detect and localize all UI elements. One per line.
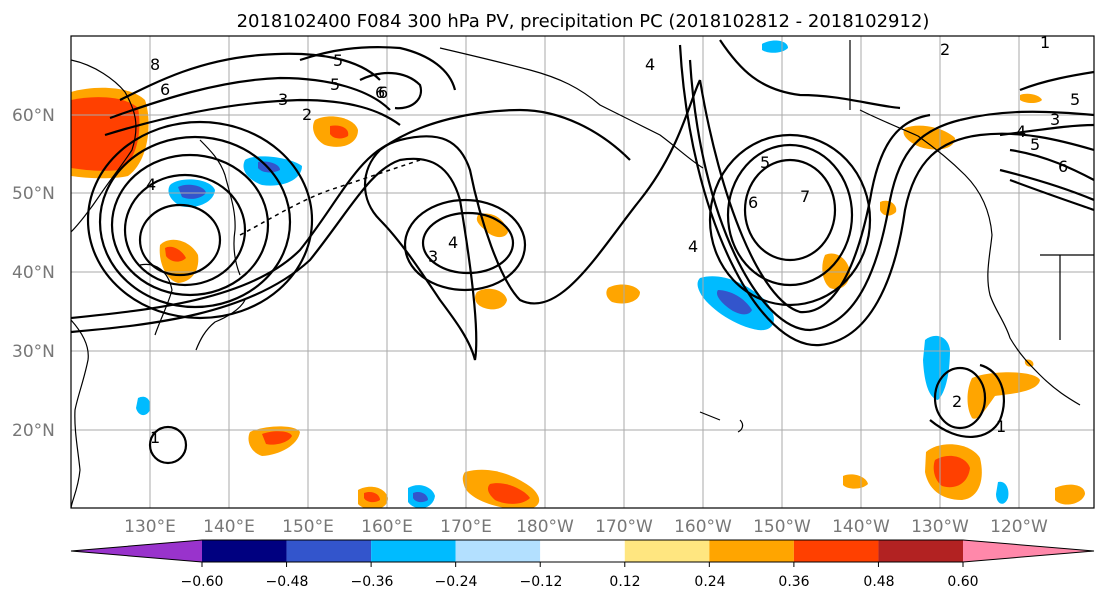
svg-text:130°E: 130°E (124, 517, 176, 537)
svg-text:1: 1 (150, 428, 160, 447)
svg-text:1: 1 (1040, 33, 1050, 52)
svg-text:4: 4 (448, 233, 458, 252)
svg-text:170°E: 170°E (440, 517, 492, 537)
svg-text:7: 7 (800, 187, 810, 206)
latitude-labels: 60°N 50°N 40°N 30°N 20°N (12, 106, 55, 441)
svg-text:6: 6 (375, 83, 385, 102)
colorbar-swatch (286, 540, 372, 562)
svg-text:2: 2 (940, 40, 950, 59)
colorbar-tick-labels: −0.60 −0.48 −0.36 −0.24 −0.12 0.12 0.24 … (181, 574, 979, 590)
colorbar-swatch (793, 540, 879, 562)
svg-text:4: 4 (146, 175, 156, 194)
date-line (239, 159, 421, 236)
svg-text:140°E: 140°E (203, 517, 255, 537)
svg-text:50°N: 50°N (12, 184, 55, 204)
svg-text:8: 8 (150, 55, 160, 74)
svg-text:1: 1 (996, 417, 1006, 436)
svg-text:3: 3 (428, 247, 438, 266)
svg-text:60°N: 60°N (12, 106, 55, 126)
svg-text:3: 3 (278, 90, 288, 109)
svg-text:140°W: 140°W (832, 517, 890, 537)
svg-text:−0.48: −0.48 (266, 574, 309, 590)
svg-text:2: 2 (302, 105, 312, 124)
svg-text:150°E: 150°E (282, 517, 334, 537)
svg-text:4: 4 (645, 55, 655, 74)
pv-contours (71, 39, 1094, 465)
colorbar-swatch (963, 540, 1094, 562)
svg-text:6: 6 (378, 83, 388, 102)
colorbar-swatch (202, 540, 287, 562)
svg-text:150°W: 150°W (753, 517, 811, 537)
svg-text:160°W: 160°W (674, 517, 732, 537)
svg-text:0.36: 0.36 (778, 574, 809, 590)
svg-text:6: 6 (748, 193, 758, 212)
svg-text:6: 6 (1058, 157, 1068, 176)
svg-text:5: 5 (760, 153, 770, 172)
colorbar-swatch (71, 540, 202, 562)
pv-contour-labels: 8 6 4 5 3 2 6 5 4 3 4 5 6 7 6 5 4 3 2 1 … (146, 33, 1080, 447)
colorbar-swatch (371, 540, 456, 562)
svg-text:−0.24: −0.24 (435, 574, 478, 590)
colorbar-swatch (709, 540, 794, 562)
svg-text:0.60: 0.60 (947, 574, 978, 590)
svg-text:5: 5 (333, 51, 343, 70)
longitude-labels: 130°E 140°E 150°E 160°E 170°E 180°W 170°… (124, 517, 1048, 537)
map-title: 2018102400 F084 300 hPa PV, precipitatio… (237, 11, 930, 32)
svg-text:0.48: 0.48 (863, 574, 894, 590)
svg-text:5: 5 (330, 75, 340, 94)
svg-text:6: 6 (160, 80, 170, 99)
colorbar-swatch (624, 540, 710, 562)
svg-text:−0.60: −0.60 (181, 574, 224, 590)
svg-text:180°W: 180°W (516, 517, 574, 537)
coastlines (71, 40, 1094, 508)
svg-text:5: 5 (1030, 135, 1040, 154)
svg-text:3: 3 (1050, 110, 1060, 129)
colorbar-swatch (878, 540, 963, 562)
svg-text:130°W: 130°W (911, 517, 969, 537)
precipitation-shading (71, 40, 1085, 508)
svg-text:0.12: 0.12 (609, 574, 640, 590)
colorbar-swatch (455, 540, 541, 562)
svg-text:5: 5 (1070, 90, 1080, 109)
svg-text:−0.36: −0.36 (351, 574, 394, 590)
svg-text:4: 4 (1016, 122, 1026, 141)
svg-text:170°W: 170°W (595, 517, 653, 537)
svg-text:30°N: 30°N (12, 342, 55, 362)
svg-text:120°W: 120°W (990, 517, 1048, 537)
colorbar-swatch (540, 540, 625, 562)
svg-text:160°E: 160°E (361, 517, 413, 537)
svg-text:0.24: 0.24 (694, 574, 725, 590)
map-frame (70, 35, 1095, 509)
svg-text:4: 4 (688, 237, 698, 256)
svg-text:2: 2 (952, 392, 962, 411)
svg-text:40°N: 40°N (12, 263, 55, 283)
svg-text:−0.12: −0.12 (520, 574, 563, 590)
colorbar (70, 539, 1095, 567)
svg-text:20°N: 20°N (12, 421, 55, 441)
